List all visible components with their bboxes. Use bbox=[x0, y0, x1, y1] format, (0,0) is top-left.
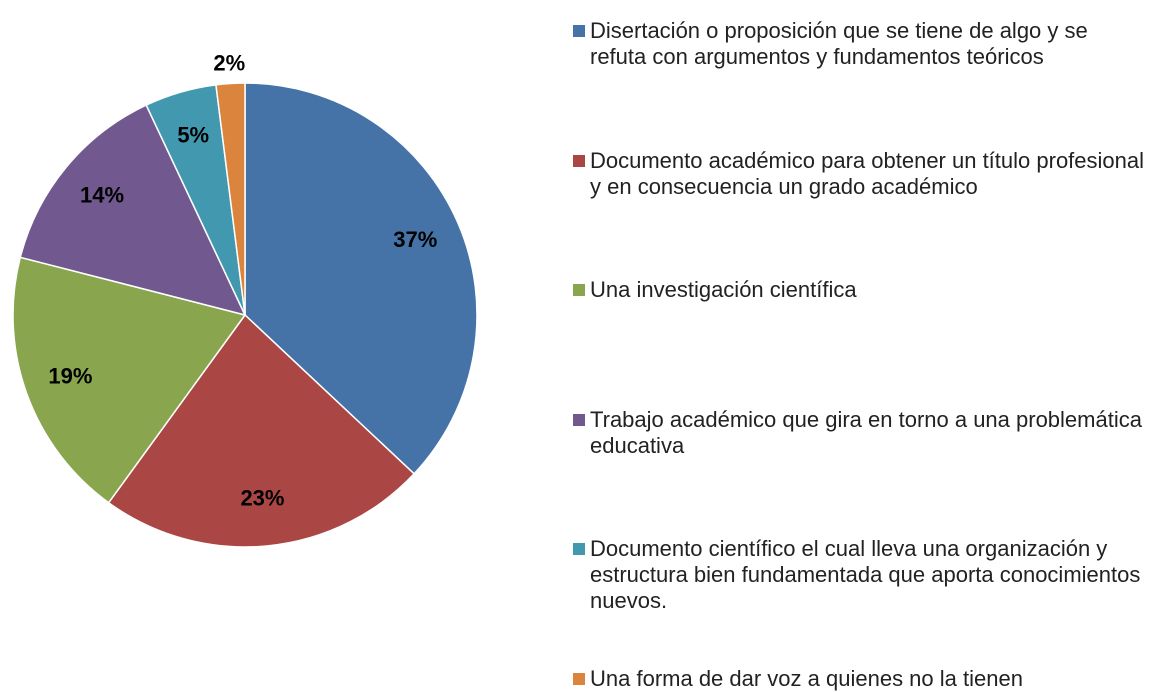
legend-label: Documento científico el cual lleva una o… bbox=[590, 536, 1141, 613]
legend-swatch bbox=[573, 25, 585, 37]
data-label: 19% bbox=[48, 364, 92, 389]
chart: 37% 23% 19% 14% 5% 2% bbox=[12, 51, 478, 548]
pie-slice bbox=[19, 104, 247, 317]
legend-label: Trabajo académico que gira en torno a un… bbox=[590, 406, 1142, 458]
legend-swatch bbox=[573, 154, 585, 167]
legend-label: Una forma de dar voz a quienes no la tie… bbox=[590, 665, 1023, 691]
pie-slice bbox=[12, 256, 247, 504]
data-label: 5% bbox=[177, 123, 209, 148]
data-label: 2% bbox=[213, 51, 245, 76]
legend-swatch bbox=[573, 284, 585, 296]
legend-swatch bbox=[573, 672, 585, 685]
legend-label: Documento académico para obtener un títu… bbox=[590, 147, 1145, 199]
legend-item: Una forma de dar voz a quienes no la tie… bbox=[573, 666, 1148, 692]
legend-swatch bbox=[573, 543, 585, 555]
data-label: 37% bbox=[393, 227, 437, 252]
legend-item: Disertación o proposición que se tiene d… bbox=[573, 18, 1148, 70]
legend-item: Una investigación científica bbox=[573, 277, 1148, 303]
legend-item: Documento académico para obtener un títu… bbox=[573, 148, 1148, 200]
pie-slice bbox=[107, 313, 416, 548]
legend-item: Trabajo académico que gira en torno a un… bbox=[573, 407, 1148, 459]
data-label: 14% bbox=[80, 183, 124, 208]
data-label: 23% bbox=[240, 486, 284, 511]
legend-item: Documento científico el cual lleva una o… bbox=[573, 536, 1148, 614]
legend-label: Una investigación científica bbox=[590, 277, 857, 302]
pie-slice bbox=[244, 82, 478, 475]
legend-swatch bbox=[573, 413, 585, 426]
legend-label: Disertación o proposición que se tiene d… bbox=[590, 18, 1088, 69]
pie-slice bbox=[215, 82, 246, 316]
